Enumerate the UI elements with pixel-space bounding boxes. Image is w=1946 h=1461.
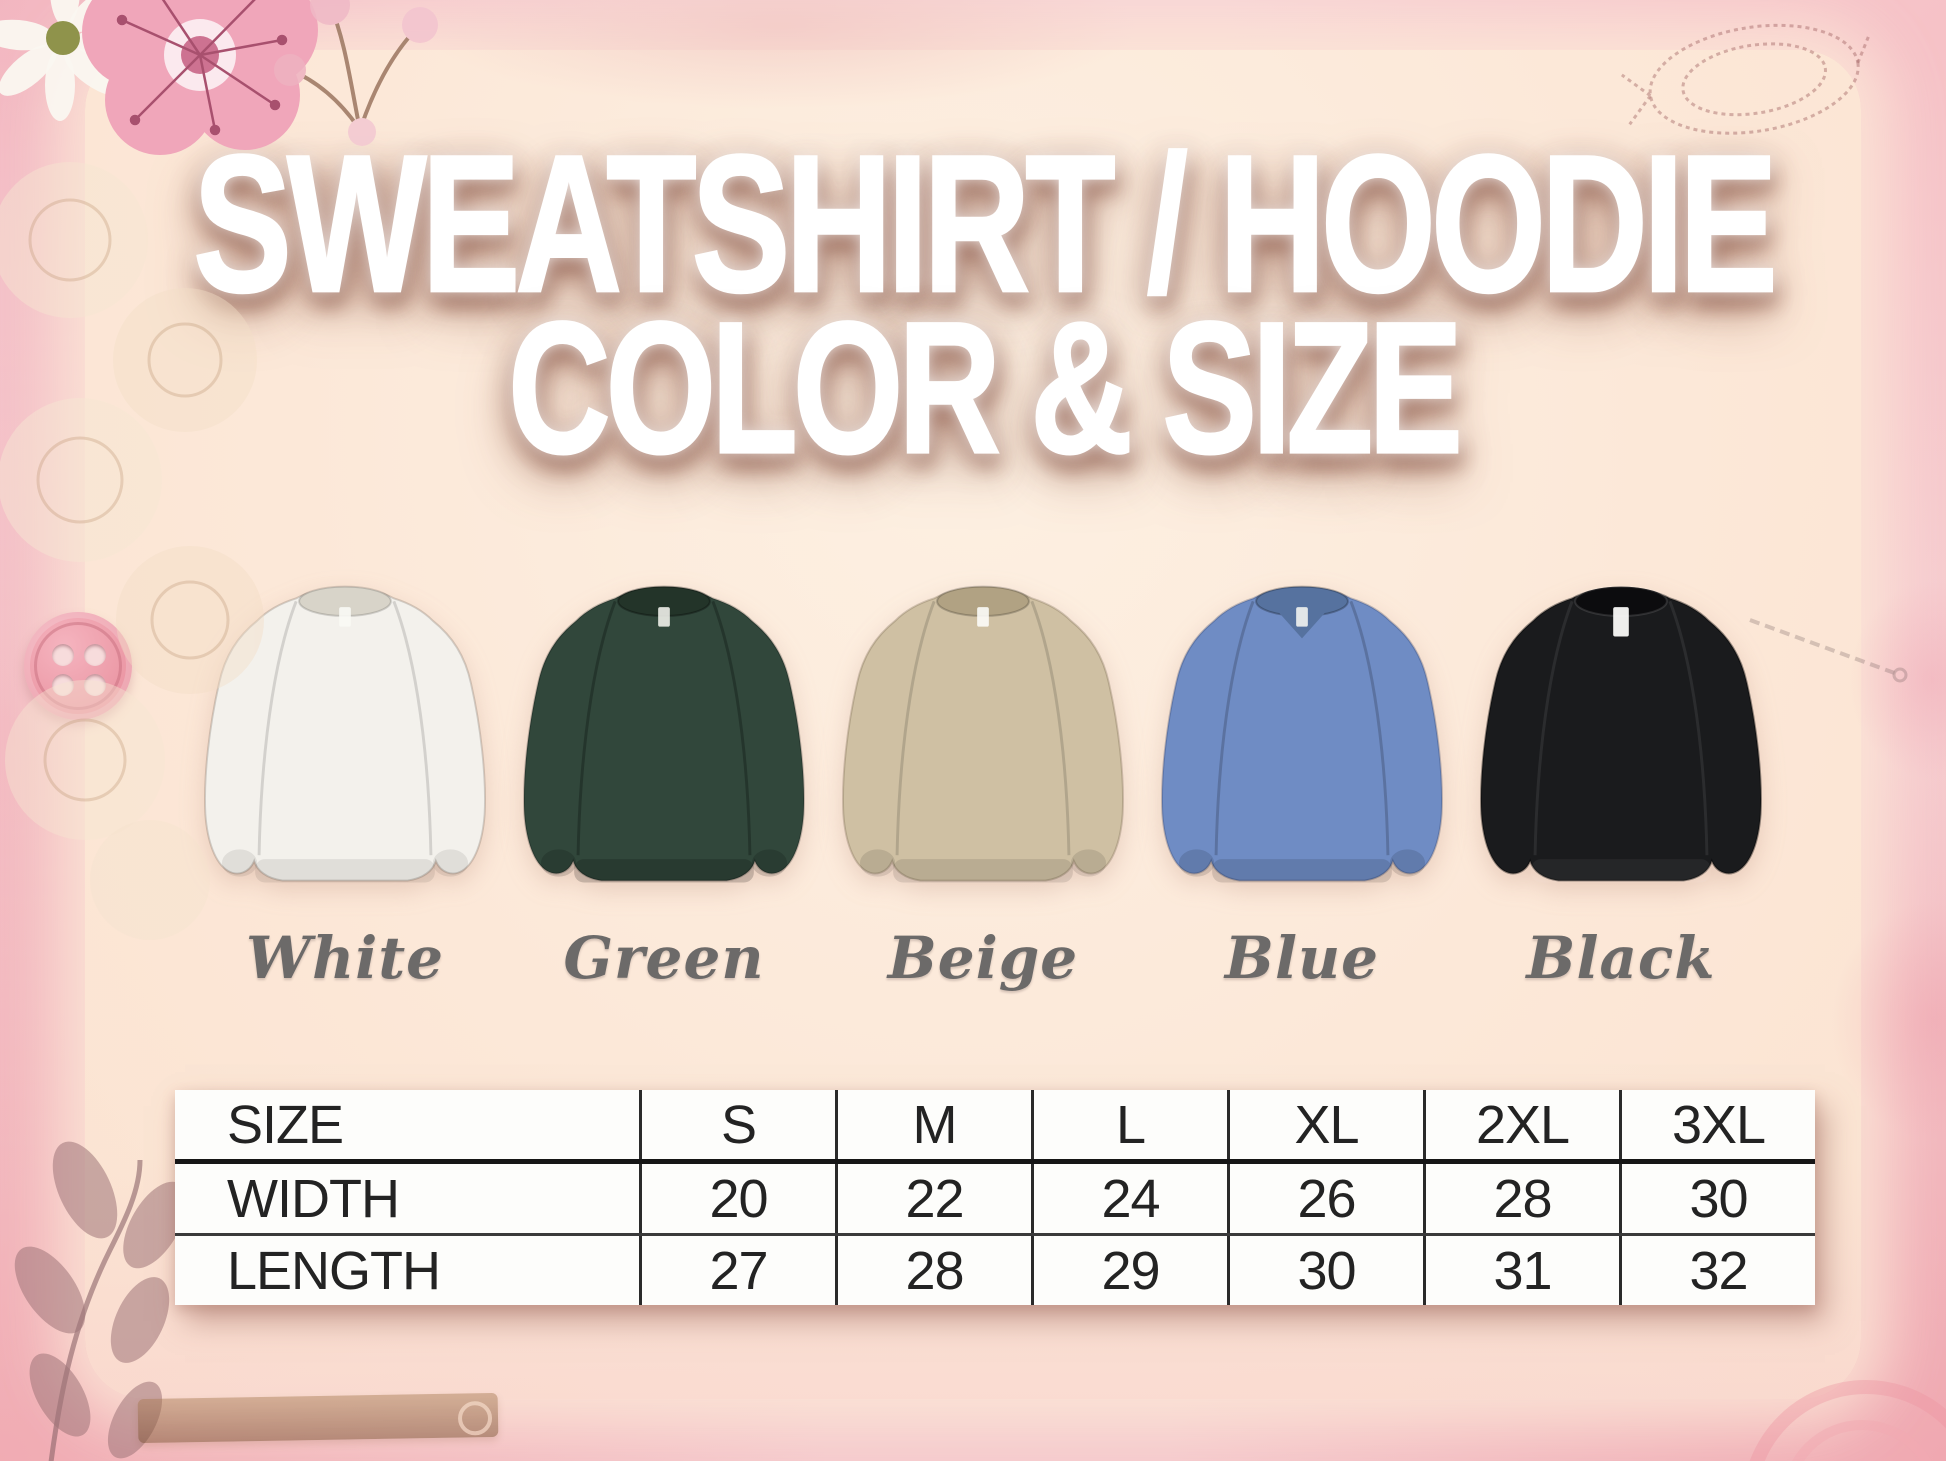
table-width-row: WIDTH 20 22 24 26 28 30 [175, 1164, 1815, 1236]
length-value: 29 [1031, 1236, 1227, 1305]
length-value: 32 [1619, 1236, 1815, 1305]
neck-tag [1296, 607, 1308, 627]
table-header-row: SIZE S M L XL 2XL 3XL [175, 1090, 1815, 1164]
size-chart-table: SIZE S M L XL 2XL 3XL WIDTH 20 22 24 26 … [175, 1090, 1815, 1305]
length-value: 27 [639, 1236, 835, 1305]
width-value: 30 [1619, 1164, 1815, 1233]
table-corner-cell: SIZE [227, 1094, 344, 1155]
garment-body [842, 586, 1124, 882]
sweatshirt-icon [1161, 585, 1443, 883]
neck-tag [1613, 607, 1629, 637]
width-value: 26 [1227, 1164, 1423, 1233]
neck-tag [977, 607, 989, 627]
length-value: 28 [835, 1236, 1031, 1305]
sweatshirt-icon [1480, 585, 1762, 883]
size-column-header: M [835, 1090, 1031, 1159]
garment-body [204, 586, 486, 882]
width-value: 20 [639, 1164, 835, 1233]
sweatshirt-green: Green [514, 572, 814, 992]
color-label: Blue [1224, 924, 1380, 992]
size-column-header: L [1031, 1090, 1227, 1159]
color-label: Black [1526, 924, 1716, 992]
color-label: Green [563, 924, 765, 992]
size-column-header: 3XL [1619, 1090, 1815, 1159]
poster-title-line2: COLOR & SIZE [507, 283, 1464, 494]
row-label: LENGTH [227, 1240, 441, 1301]
sweatshirt-beige: Beige [833, 572, 1133, 992]
sweatshirt-icon [842, 585, 1124, 883]
color-label: Beige [887, 924, 1079, 992]
poster-title-line1: SWEATSHIRT / HOODIE [192, 115, 1779, 334]
width-value: 24 [1031, 1164, 1227, 1233]
row-label: WIDTH [227, 1168, 400, 1229]
table-length-row: LENGTH 27 28 29 30 31 32 [175, 1236, 1815, 1305]
neck-tag [339, 607, 351, 627]
width-value: 28 [1423, 1164, 1619, 1233]
sweatshirt-blue: Blue [1152, 572, 1452, 992]
petal-wash-decoration [1848, 580, 1946, 780]
size-column-header: 2XL [1423, 1090, 1619, 1159]
sweatshirt-white: White [195, 572, 495, 992]
garment-body [1161, 586, 1443, 882]
neck-tag [658, 607, 670, 627]
size-column-header: S [639, 1090, 835, 1159]
arc-decoration [1782, 1420, 1942, 1461]
sweatshirt-icon [523, 585, 805, 883]
color-label: White [245, 924, 445, 992]
sweatshirt-black: Black [1471, 572, 1771, 992]
length-value: 30 [1227, 1236, 1423, 1305]
length-value: 31 [1423, 1236, 1619, 1305]
size-column-header: XL [1227, 1090, 1423, 1159]
garment-body [523, 586, 805, 882]
width-value: 22 [835, 1164, 1031, 1233]
garment-body [1480, 586, 1762, 882]
sweatshirt-icon [204, 585, 486, 883]
wooden-ruler-decoration [137, 1392, 499, 1444]
color-options-row: White Green [195, 572, 1771, 992]
poster-title: SWEATSHIRT / HOODIE COLOR & SIZE [90, 124, 1876, 489]
